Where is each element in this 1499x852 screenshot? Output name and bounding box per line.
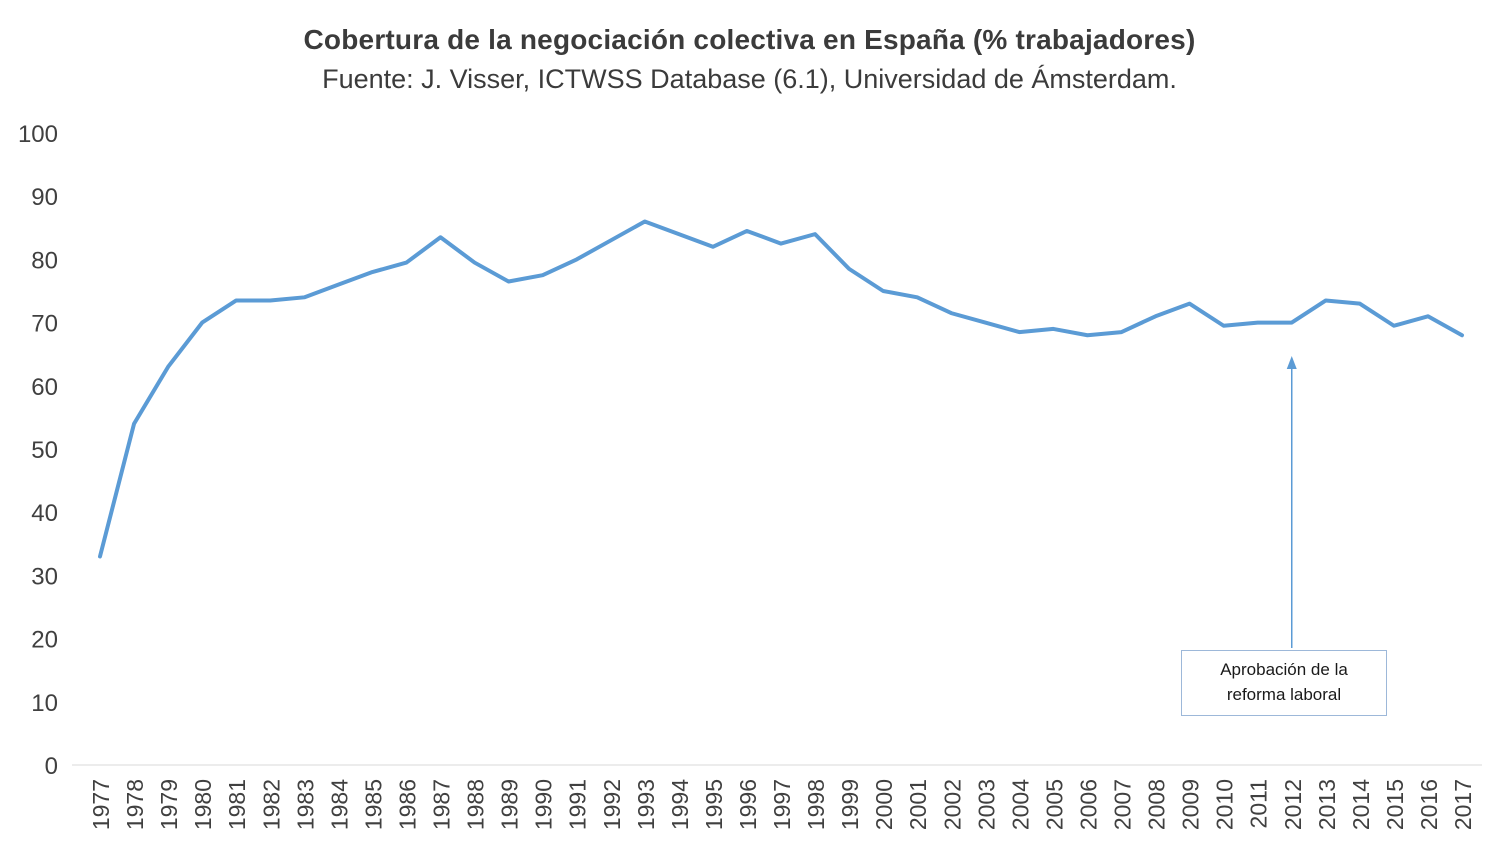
x-tick-label: 1995 [701, 779, 727, 830]
x-tick-label: 2014 [1348, 779, 1374, 830]
x-tick-label: 1989 [497, 779, 523, 830]
x-tick-label: 2000 [871, 779, 897, 830]
x-tick-label: 1983 [292, 779, 318, 830]
x-tick-label: 2001 [905, 779, 931, 830]
x-tick-label: 1991 [565, 779, 591, 830]
x-tick-label: 1988 [463, 779, 489, 830]
x-tick-label: 1999 [837, 779, 863, 830]
y-tick-label: 100 [18, 121, 58, 148]
x-tick-label: 1993 [633, 779, 659, 830]
x-tick-label: 2013 [1314, 779, 1340, 830]
y-tick-label: 50 [31, 437, 58, 464]
x-tick-label: 1981 [224, 779, 250, 830]
x-tick-label: 2006 [1075, 779, 1101, 830]
x-tick-label: 1985 [360, 779, 386, 830]
y-tick-label: 10 [31, 690, 58, 717]
x-tick-label: 2007 [1110, 779, 1136, 830]
chart-title: Cobertura de la negociación colectiva en… [303, 24, 1196, 55]
y-tick-label: 40 [31, 500, 58, 527]
x-tick-label: 1979 [156, 779, 182, 830]
y-tick-label: 80 [31, 247, 58, 274]
x-tick-label: 2011 [1246, 779, 1272, 828]
x-tick-label: 1982 [258, 779, 284, 830]
y-tick-label: 60 [31, 374, 58, 401]
annotation-text-line1: Aprobación de la [1220, 660, 1348, 680]
x-tick-label: 1987 [429, 779, 455, 830]
x-tick-label: 1986 [394, 779, 420, 830]
x-tick-label: 1980 [190, 779, 216, 830]
y-tick-label: 0 [45, 753, 58, 780]
x-tick-label: 1994 [667, 779, 693, 830]
coverage-line [98, 219, 1464, 559]
x-tick-label: 1996 [735, 779, 761, 830]
y-tick-label: 20 [31, 627, 58, 654]
x-tick-label: 2010 [1212, 779, 1238, 830]
x-tick-label: 2004 [1007, 779, 1033, 830]
x-tick-label: 1984 [326, 779, 352, 830]
x-tick-label: 2002 [939, 779, 965, 830]
x-tick-label: 2008 [1144, 779, 1170, 830]
x-tick-label: 2017 [1450, 779, 1476, 830]
y-tick-label: 30 [31, 563, 58, 590]
x-tick-label: 1978 [122, 779, 148, 830]
x-tick-label: 2016 [1416, 779, 1442, 830]
chart-subtitle: Fuente: J. Visser, ICTWSS Database (6.1)… [322, 64, 1177, 94]
x-tick-label: 1992 [599, 779, 625, 830]
annotation-text-line2: reforma laboral [1226, 685, 1342, 704]
annotation-arrow-head [1286, 356, 1297, 369]
x-tick-label: 2015 [1382, 779, 1408, 830]
y-tick-label: 70 [31, 311, 58, 338]
annotation-box: Aprobación de la reforma laboral [1181, 650, 1387, 716]
x-tick-label: 1997 [769, 779, 795, 830]
y-tick-label: 90 [31, 184, 58, 211]
x-tick-label: 1998 [803, 779, 829, 830]
x-tick-label: 2005 [1041, 779, 1067, 830]
x-tick-label: 2003 [973, 779, 999, 830]
x-tick-label: 2012 [1280, 779, 1306, 830]
x-tick-label: 1990 [531, 779, 557, 830]
x-tick-label: 1977 [88, 779, 114, 830]
x-tick-label: 2009 [1178, 779, 1204, 830]
